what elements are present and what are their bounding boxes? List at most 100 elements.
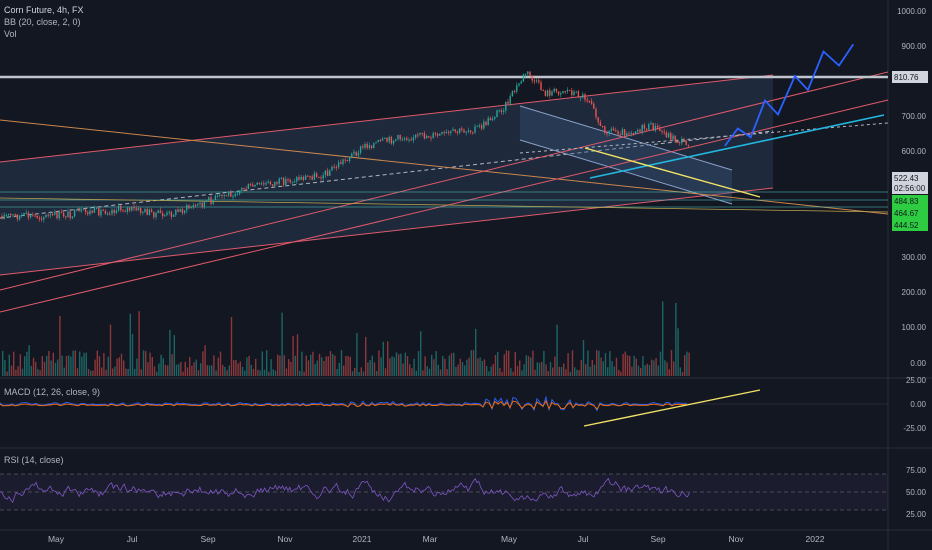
candle-body bbox=[333, 166, 335, 168]
vol-indicator-label[interactable]: Vol bbox=[4, 29, 17, 39]
volume-bar bbox=[659, 351, 662, 376]
volume-bar bbox=[472, 350, 475, 376]
candle-body bbox=[520, 81, 522, 84]
volume-bar bbox=[611, 361, 613, 376]
candle-body bbox=[188, 205, 190, 209]
volume-bar bbox=[635, 358, 637, 376]
candle-body bbox=[667, 133, 670, 138]
volume-bar bbox=[140, 369, 142, 376]
volume-bar bbox=[556, 324, 558, 376]
volume-bar bbox=[602, 361, 604, 376]
time-tick-label: Jul bbox=[578, 534, 589, 544]
volume-bar bbox=[576, 369, 578, 376]
volume-bar bbox=[288, 359, 290, 376]
candle-body bbox=[452, 129, 454, 131]
volume-bar bbox=[116, 358, 118, 376]
volume-bar bbox=[415, 370, 417, 376]
volume-bar bbox=[15, 369, 17, 376]
candle-body bbox=[560, 93, 562, 95]
volume-bar bbox=[446, 369, 448, 376]
volume-bar bbox=[206, 365, 208, 376]
candle-body bbox=[199, 202, 201, 204]
volume-bar bbox=[417, 351, 420, 376]
volume-bar bbox=[455, 366, 457, 376]
macd-indicator-label[interactable]: MACD (12, 26, close, 9) bbox=[4, 387, 101, 397]
volume-bar bbox=[228, 365, 230, 376]
candle-body bbox=[571, 90, 573, 96]
candle-body bbox=[454, 129, 456, 132]
time-tick-label: Sep bbox=[650, 534, 665, 544]
volume-bar bbox=[675, 302, 677, 376]
volume-bar bbox=[543, 350, 545, 376]
volume-bar bbox=[191, 365, 193, 376]
volume-bar bbox=[591, 359, 593, 376]
candle-body bbox=[247, 184, 250, 190]
volume-bar bbox=[285, 368, 288, 376]
candle-body bbox=[311, 176, 313, 180]
price-tick-label: 0.00 bbox=[910, 359, 926, 368]
time-tick-label: Mar bbox=[423, 534, 438, 544]
candle-body bbox=[137, 207, 140, 211]
rsi-indicator-label[interactable]: RSI (14, close) bbox=[4, 455, 64, 465]
candle-body bbox=[49, 214, 52, 216]
volume-bar bbox=[189, 357, 191, 376]
volume-bar bbox=[147, 362, 149, 376]
volume-bar bbox=[624, 351, 626, 376]
candle-body bbox=[386, 137, 388, 142]
volume-bar bbox=[618, 369, 620, 376]
countdown-label-bg bbox=[892, 182, 928, 194]
candle-body bbox=[366, 144, 368, 148]
volume-bar bbox=[360, 367, 362, 376]
candle-body bbox=[575, 91, 577, 93]
candle-body bbox=[469, 130, 472, 133]
candle-body bbox=[645, 128, 648, 130]
volume-bar bbox=[593, 364, 596, 376]
volume-bar bbox=[283, 355, 285, 376]
volume-bar bbox=[505, 350, 508, 376]
symbol-title[interactable]: Corn Future, 4h, FX bbox=[4, 5, 84, 15]
candle-body bbox=[45, 214, 47, 218]
volume-bar bbox=[523, 364, 525, 376]
candle-body bbox=[225, 195, 228, 197]
volume-bar bbox=[492, 364, 494, 376]
volume-bar bbox=[367, 362, 369, 376]
candle-body bbox=[502, 110, 505, 112]
volume-bar bbox=[28, 345, 30, 376]
volume-bar bbox=[532, 350, 534, 376]
volume-bar bbox=[195, 359, 197, 376]
candle-body bbox=[423, 133, 426, 139]
candle-body bbox=[291, 181, 294, 183]
candle-body bbox=[362, 146, 364, 148]
candle-body bbox=[280, 177, 283, 179]
candle-body bbox=[621, 129, 624, 136]
candle-body bbox=[505, 101, 507, 111]
volume-bar bbox=[125, 368, 127, 376]
volume-bar bbox=[439, 369, 442, 376]
candle-body bbox=[7, 213, 10, 215]
candle-body bbox=[331, 166, 333, 171]
candle-body bbox=[300, 176, 302, 180]
candle-body bbox=[445, 131, 448, 133]
candle-body bbox=[634, 131, 637, 134]
candle-body bbox=[370, 145, 373, 149]
last-price-label: 522.43 bbox=[894, 174, 919, 183]
candle-body bbox=[177, 209, 179, 212]
orange-trendline bbox=[0, 119, 889, 215]
candle-body bbox=[36, 215, 38, 219]
volume-bar bbox=[46, 355, 48, 376]
candle-body bbox=[612, 128, 615, 131]
volume-bar bbox=[13, 351, 15, 376]
volume-bar bbox=[63, 367, 65, 376]
volume-bar bbox=[26, 351, 28, 376]
candle-body bbox=[249, 184, 252, 186]
candle-body bbox=[610, 128, 613, 131]
candle-body bbox=[329, 170, 331, 176]
volume-bar bbox=[98, 356, 101, 376]
volume-bar bbox=[637, 365, 640, 376]
bb-indicator-label[interactable]: BB (20, close, 2, 0) bbox=[4, 17, 81, 27]
volume-bar bbox=[468, 357, 470, 376]
volume-bar bbox=[164, 364, 167, 376]
volume-bar bbox=[83, 352, 85, 376]
volume-bar bbox=[244, 370, 246, 376]
